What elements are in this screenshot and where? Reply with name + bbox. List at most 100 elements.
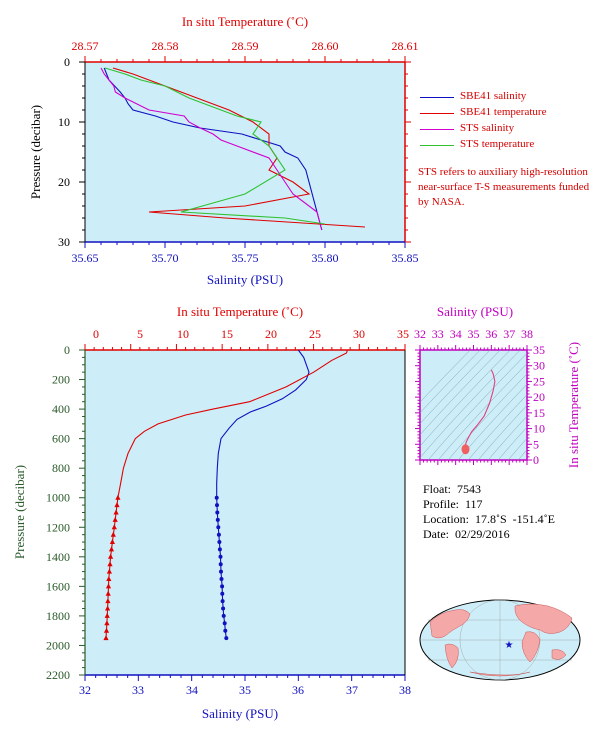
top-x-top-tick: 28.59 (232, 39, 259, 53)
bottom-y-label: Pressure (decibar) (12, 465, 27, 559)
ts-y-tick: 30 (533, 359, 545, 373)
ts-contour (477, 405, 527, 460)
data-point-temperature (105, 583, 112, 589)
legend-swatch (420, 145, 454, 146)
data-point-salinity (216, 525, 221, 530)
ts-contour (467, 394, 527, 460)
data-point-temperature (105, 590, 111, 596)
map-continents (429, 603, 573, 677)
bottom-x-bottom-tick: 38 (399, 683, 411, 697)
data-point-salinity (216, 532, 221, 537)
ts-contour (517, 449, 527, 460)
legend-label: STS salinity (460, 122, 515, 134)
legend: SBE41 salinity SBE41 temperature STS sal… (418, 90, 546, 154)
top-x-top-tick: 28.57 (72, 39, 99, 53)
top-y-tick: 20 (58, 175, 70, 189)
ts-y-label: In situ Temperature (˚C) (566, 342, 581, 468)
top-series (100, 67, 366, 231)
profile-label: Profile: 117 (423, 497, 483, 511)
world-map: ★ (419, 599, 581, 681)
ts-y-tick: 5 (533, 437, 539, 451)
ts-contour-group (420, 350, 527, 460)
data-point-salinity (215, 510, 220, 515)
series-line-salinity (216, 349, 310, 639)
bottom-x-top-tick: 30 (353, 327, 365, 341)
top-x-top-tick: 28.61 (392, 39, 419, 53)
bottom-x-top-tick: 10 (177, 327, 189, 341)
legend-label: SBE41 temperature (460, 106, 547, 118)
ts-contour (420, 350, 501, 436)
ts-contour (457, 383, 527, 460)
data-point-temperature (112, 516, 118, 522)
bottom-x-top-tick: 15 (221, 327, 233, 341)
ts-contour (487, 415, 527, 460)
ts-contour (420, 350, 521, 459)
series-line-sts-salinity (100, 67, 323, 231)
legend-swatch (420, 113, 454, 114)
data-point-temperature (108, 546, 115, 552)
legend-item: SBE41 temperature (418, 106, 546, 122)
sts-note: STS refers to auxiliary high-resolution … (418, 166, 590, 208)
bottom-y-tick: 400 (52, 402, 70, 416)
top-x-bottom-tick: 35.85 (392, 251, 419, 265)
legend-swatch (420, 129, 454, 130)
ts-x-tick: 38 (521, 327, 533, 341)
bottom-y-tick: 2200 (46, 668, 70, 682)
bottom-x-top-tick: 0 (93, 327, 99, 341)
bottom-x-bottom-tick: 33 (132, 683, 144, 697)
bottom-y-tick: 1600 (46, 579, 70, 593)
data-point-salinity (219, 577, 224, 581)
ts-deep-cluster (461, 444, 470, 455)
ts-y-tick: 25 (533, 374, 545, 388)
ts-x-tick: 34 (450, 327, 462, 341)
ts-x-tick: 36 (485, 327, 497, 341)
bottom-y-tick: 200 (52, 373, 70, 387)
bottom-plot-area (84, 349, 406, 676)
ts-x-tick: 33 (432, 327, 444, 341)
data-point-temperature (107, 561, 113, 567)
bottom-series (103, 349, 348, 641)
ts-contour (507, 437, 527, 460)
data-point-salinity (220, 584, 225, 589)
ts-series (461, 369, 496, 455)
legend-item: STS temperature (418, 138, 546, 154)
data-point-salinity (221, 606, 226, 611)
top-y-tick: 0 (64, 55, 70, 69)
data-point-temperature (108, 553, 114, 559)
data-point-temperature (115, 494, 121, 500)
bottom-y-tick: 2000 (46, 639, 70, 653)
ts-y-tick: 10 (533, 422, 545, 436)
top-chart: In situ Temperature (˚C) 28.57 28.58 28.… (28, 14, 419, 287)
top-y-tick: 10 (58, 115, 70, 129)
ts-contour (427, 352, 527, 460)
data-point-temperature (110, 531, 116, 537)
bottom-x-bottom-label: Salinity (PSU) (202, 706, 278, 721)
bottom-y-tick: 800 (52, 461, 70, 475)
data-point-temperature (105, 598, 111, 604)
top-x-top-label: In situ Temperature (˚C) (182, 14, 308, 29)
ts-chart: Salinity (PSU) In situ Temperature (˚C) … (414, 304, 581, 468)
data-point-temperature (106, 568, 112, 574)
series-line-sts-temperature (104, 67, 326, 225)
location-label: Location: 17.8˚S -151.4˚E (423, 512, 555, 526)
bottom-chart: In situ Temperature (˚C) 0 5 10 15 20 25… (12, 304, 411, 721)
bottom-y-tick: 1200 (46, 520, 70, 534)
data-point-salinity (219, 569, 223, 574)
data-point-salinity (218, 554, 223, 559)
top-x-bottom-tick: 35.80 (312, 251, 339, 265)
bottom-x-top-tick: 5 (137, 327, 143, 341)
bottom-y-ticks: 0 200 400 600 800 1000 1200 1400 1600 1800 2000 220… (46, 343, 70, 682)
top-x-top-tick: 28.60 (312, 39, 339, 53)
bottom-x-bottom-tick: 35 (239, 683, 251, 697)
bottom-y-tick: 1000 (46, 491, 70, 505)
ts-contour (437, 363, 527, 460)
top-x-bottom-tick: 35.75 (232, 251, 259, 265)
map-float-marker: ★ (505, 640, 514, 651)
legend-label: STS temperature (460, 138, 535, 150)
top-plot-area (84, 61, 406, 243)
bottom-y-tick: 0 (64, 343, 70, 357)
data-point-salinity (223, 628, 228, 633)
ts-contour (420, 350, 481, 414)
